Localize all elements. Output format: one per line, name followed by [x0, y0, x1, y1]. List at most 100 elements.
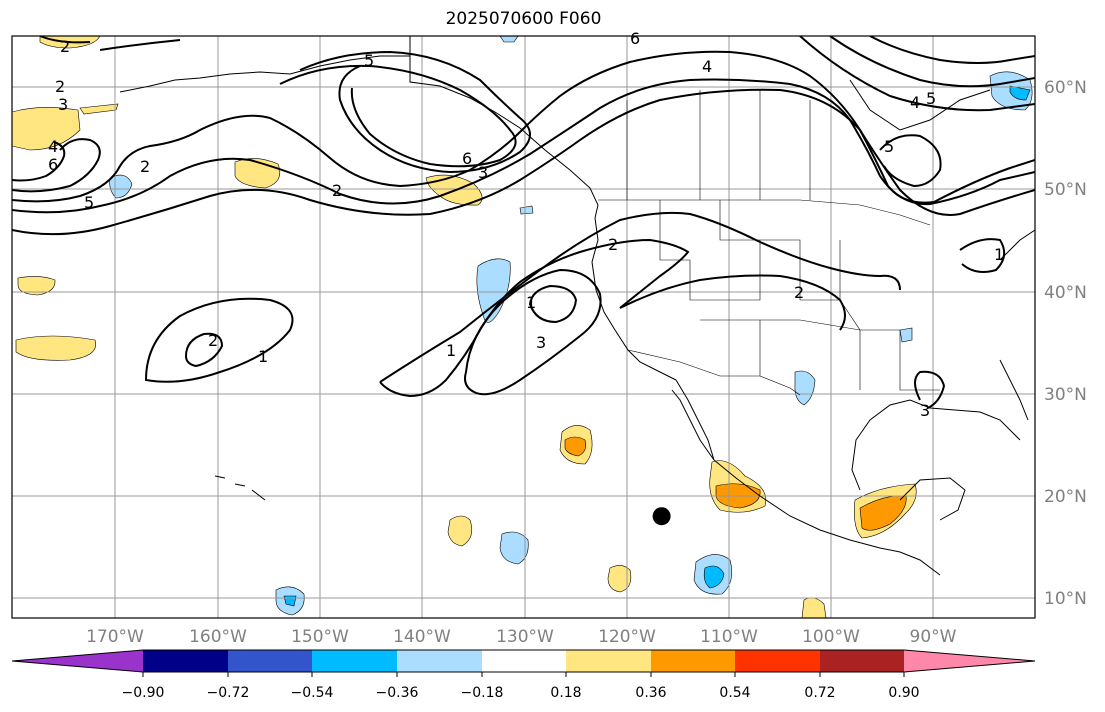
coast-hudson	[849, 79, 991, 131]
shade-blob	[499, 36, 519, 43]
contour-line	[379, 238, 690, 398]
colorbar-tick-label: −0.36	[376, 685, 419, 701]
colorbar-tick-label: 0.54	[719, 685, 750, 701]
contour-label: 5	[84, 193, 94, 212]
map-title: 2025070600 F060	[445, 9, 602, 29]
contour-label: 4	[702, 57, 712, 76]
contour-label: 6	[48, 155, 58, 174]
lat-label: 50°N	[1044, 180, 1087, 200]
contour-line	[914, 370, 946, 409]
colorbar-tick-label: −0.72	[207, 685, 250, 701]
contour-line	[144, 297, 294, 383]
shade-blob	[447, 515, 473, 547]
shade-blob	[801, 597, 827, 618]
colorbar-segment	[312, 650, 397, 672]
contour-label: 5	[884, 137, 894, 156]
contour-line	[528, 284, 578, 324]
colorbar-segment	[820, 650, 904, 672]
contour-label: 2	[794, 283, 804, 302]
contour-line	[869, 36, 1035, 64]
shade-blob	[17, 276, 56, 296]
coast-aleutians	[119, 55, 410, 93]
contour-label: 2	[208, 331, 218, 350]
contour-label: 2	[332, 181, 342, 200]
colorbar-tick-label: 0.72	[804, 685, 835, 701]
contour-label: 4	[910, 93, 920, 112]
province-lines	[626, 90, 811, 200]
contour-label: 3	[58, 95, 68, 114]
shade-blob	[564, 436, 586, 457]
contour-label: 6	[630, 29, 640, 48]
border-us-mexico	[627, 349, 801, 396]
colorbar	[11, 649, 1036, 673]
lat-label: 10°N	[1044, 589, 1087, 609]
border-us-canada	[598, 199, 931, 226]
map-frame	[11, 35, 1036, 619]
colorbar-ticks	[142, 672, 905, 677]
colorbar-tick-label: −0.54	[291, 685, 334, 701]
lat-label: 40°N	[1044, 283, 1087, 303]
colorbar-segment	[397, 650, 482, 672]
shade-blob	[607, 565, 632, 593]
contour-label: 1	[258, 347, 268, 366]
lon-label: 90°W	[910, 627, 957, 647]
contour-line	[12, 78, 1035, 214]
contour-line	[12, 88, 1035, 236]
contour-label: 3	[536, 333, 546, 352]
contour-line	[829, 36, 1035, 88]
contour-line	[379, 211, 901, 383]
latitude-labels: 60°N 50°N 40°N 30°N 20°N 10°N	[1044, 78, 1087, 609]
lon-label: 130°W	[496, 627, 554, 647]
colorbar-tick-label: −0.90	[122, 685, 165, 701]
colorbar-tick-label: −0.18	[461, 685, 504, 701]
contour-line	[879, 134, 942, 188]
shade-blob	[899, 327, 913, 343]
colorbar-tick-labels: −0.90 −0.72 −0.54 −0.36 −0.18 0.18 0.36 …	[122, 685, 920, 701]
coast-gulf	[851, 399, 1021, 491]
coast-florida	[999, 359, 1029, 421]
contour-label: 6	[462, 149, 472, 168]
contour-line	[619, 274, 846, 331]
contour-line	[12, 64, 517, 182]
contour-lines	[12, 36, 1035, 409]
shaded-anomalies	[12, 36, 1033, 618]
contour-line	[12, 50, 531, 193]
hawaii	[214, 475, 266, 501]
shade-blob	[519, 205, 534, 215]
longitude-labels: 170°W 160°W 150°W 140°W 130°W 120°W 110°…	[86, 627, 957, 647]
colorbar-segment	[228, 650, 312, 672]
colorbar-segment	[482, 650, 566, 672]
lon-label: 110°W	[700, 627, 758, 647]
political-borders	[598, 90, 940, 396]
lon-label: 100°W	[802, 627, 860, 647]
contour-line	[799, 36, 1035, 112]
contour-label: 2	[140, 157, 150, 176]
shade-blob	[12, 107, 81, 151]
shade-blob	[794, 370, 816, 406]
colorbar-extend-right	[904, 650, 1035, 672]
contour-label: 5	[364, 51, 374, 70]
coast-yucatan	[899, 477, 966, 521]
contour-line	[184, 332, 224, 368]
colorbar-segment	[143, 650, 228, 672]
colorbar-segment	[566, 650, 651, 672]
colorbar-tick-label: 0.36	[635, 685, 666, 701]
contour-label: 2	[55, 77, 65, 96]
coastlines	[119, 36, 1035, 576]
lat-label: 30°N	[1044, 385, 1087, 405]
contour-label: 4	[48, 137, 58, 156]
colorbar-segment	[735, 650, 820, 672]
colorbar-tick-label: 0.90	[888, 685, 919, 701]
contour-line	[12, 50, 1035, 204]
coast-alaska	[409, 36, 599, 219]
contour-label: 1	[446, 341, 456, 360]
lon-label: 170°W	[86, 627, 144, 647]
shade-blob	[79, 103, 119, 115]
contour-label: 3	[920, 401, 930, 420]
lon-label: 140°W	[393, 627, 451, 647]
contour-label: 3	[478, 163, 488, 182]
contour-label: 2	[608, 235, 618, 254]
coast-mexico	[713, 459, 941, 576]
lon-label: 150°W	[291, 627, 349, 647]
contour-line	[959, 238, 1006, 273]
